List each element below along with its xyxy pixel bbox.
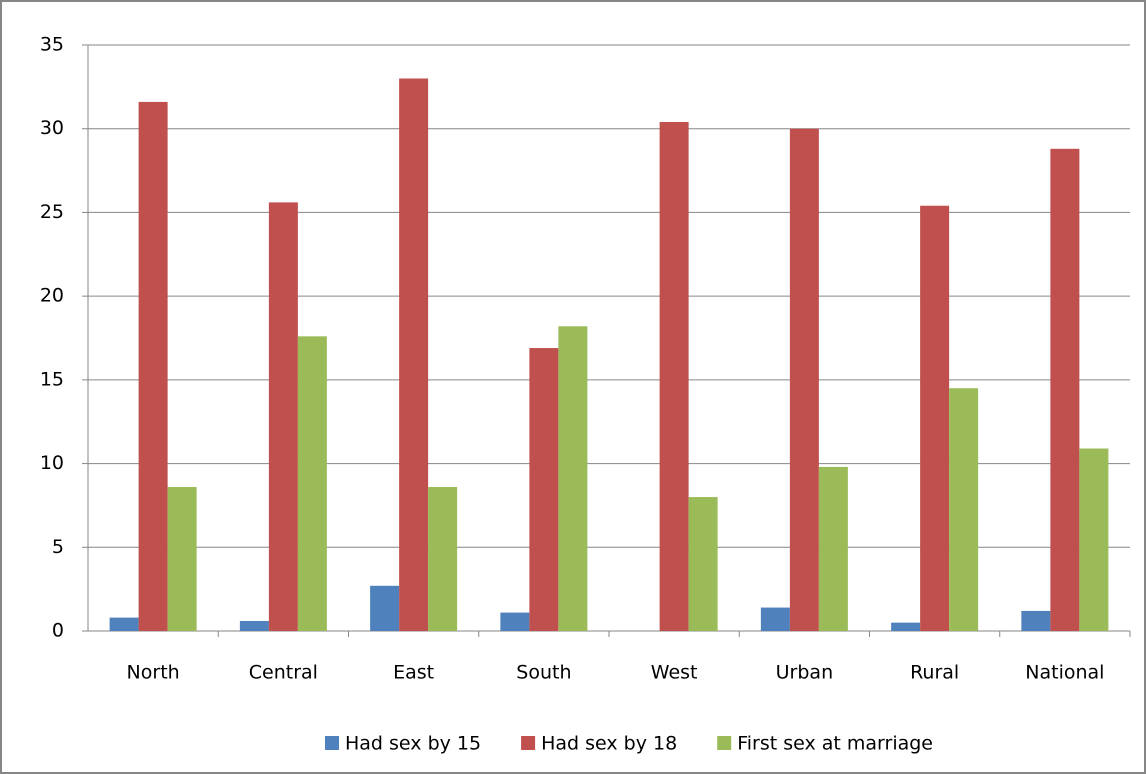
- bar: [760, 607, 790, 631]
- legend-label: First sex at marriage: [737, 733, 933, 755]
- y-tick-label: 0: [52, 620, 64, 642]
- bar: [167, 487, 197, 631]
- bar: [891, 622, 921, 631]
- bar: [239, 620, 269, 631]
- bar: [659, 122, 689, 631]
- y-tick-label: 30: [40, 117, 64, 139]
- legend-swatch: [521, 736, 536, 750]
- bar: [138, 101, 168, 631]
- bar: [1021, 610, 1051, 631]
- x-tick-label: North: [127, 662, 180, 684]
- bar: [1079, 448, 1109, 631]
- bar: [789, 128, 819, 631]
- bar: [370, 585, 400, 631]
- y-tick-label: 5: [52, 536, 64, 558]
- bar: [1050, 148, 1080, 631]
- bar: [818, 466, 848, 631]
- x-tick-label: Urban: [776, 662, 833, 684]
- x-tick-label: South: [516, 662, 571, 684]
- y-tick-label: 35: [40, 34, 64, 56]
- bar: [920, 205, 950, 631]
- bar: [109, 617, 139, 631]
- x-tick-label: Central: [249, 662, 318, 684]
- y-tick-label: 20: [40, 285, 64, 307]
- legend-swatch: [717, 736, 732, 750]
- bar: [297, 336, 327, 631]
- legend-label: Had sex by 15: [345, 733, 481, 755]
- bar: [949, 388, 979, 631]
- bar: [529, 348, 559, 631]
- y-tick-label: 25: [40, 201, 64, 223]
- bar: [268, 202, 298, 631]
- legend-label: Had sex by 18: [541, 733, 677, 755]
- x-tick-label: National: [1025, 662, 1104, 684]
- bar: [399, 78, 429, 631]
- x-tick-label: East: [393, 662, 434, 684]
- x-tick-label: Rural: [910, 662, 959, 684]
- x-tick-label: West: [651, 662, 698, 684]
- bar: [558, 326, 588, 631]
- y-tick-label: 10: [40, 452, 64, 474]
- y-tick-label: 15: [40, 368, 64, 390]
- legend-swatch: [325, 736, 339, 750]
- bar: [500, 612, 530, 631]
- bar: [428, 487, 458, 631]
- bar: [688, 497, 718, 631]
